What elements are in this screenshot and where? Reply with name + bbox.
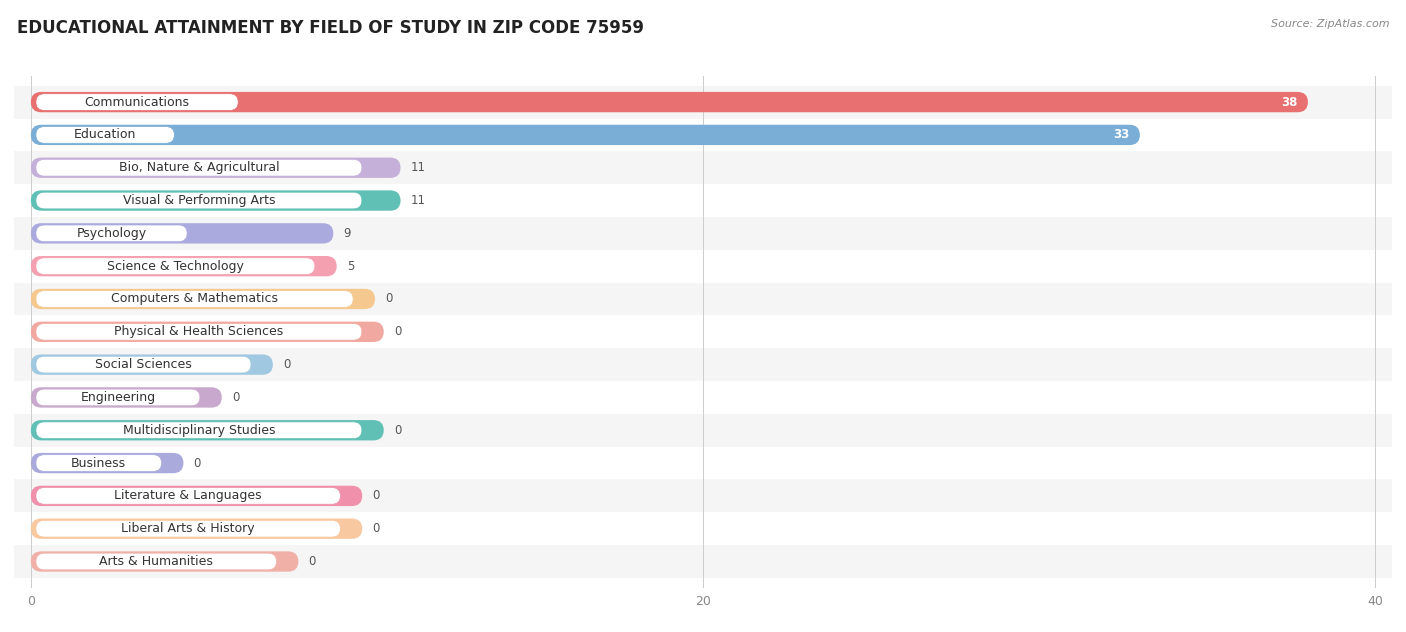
Text: 0: 0 [385, 293, 392, 305]
Text: Science & Technology: Science & Technology [107, 260, 243, 272]
Bar [0, 348, 1406, 381]
Bar [0, 447, 1406, 480]
Text: 0: 0 [308, 555, 316, 568]
Text: Communications: Communications [84, 95, 190, 109]
Text: 0: 0 [283, 358, 290, 371]
Bar [0, 217, 1406, 250]
Text: Bio, Nature & Agricultural: Bio, Nature & Agricultural [118, 161, 280, 174]
Bar [0, 545, 1406, 578]
FancyBboxPatch shape [31, 289, 375, 309]
Bar [0, 381, 1406, 414]
FancyBboxPatch shape [31, 355, 273, 375]
Text: 0: 0 [194, 456, 201, 470]
Text: 0: 0 [394, 423, 401, 437]
FancyBboxPatch shape [37, 225, 187, 241]
FancyBboxPatch shape [31, 453, 183, 473]
FancyBboxPatch shape [37, 324, 361, 340]
FancyBboxPatch shape [37, 291, 353, 307]
Text: 0: 0 [394, 325, 401, 338]
FancyBboxPatch shape [31, 256, 336, 276]
FancyBboxPatch shape [37, 422, 361, 439]
FancyBboxPatch shape [37, 192, 361, 209]
FancyBboxPatch shape [37, 454, 162, 471]
Text: Engineering: Engineering [80, 391, 156, 404]
FancyBboxPatch shape [37, 126, 174, 143]
FancyBboxPatch shape [31, 486, 363, 506]
FancyBboxPatch shape [37, 487, 340, 504]
FancyBboxPatch shape [37, 520, 340, 537]
Bar [0, 315, 1406, 348]
Text: 5: 5 [347, 260, 354, 272]
Text: Business: Business [72, 456, 127, 470]
FancyBboxPatch shape [37, 356, 252, 373]
Bar [0, 513, 1406, 545]
Text: Visual & Performing Arts: Visual & Performing Arts [122, 194, 276, 207]
FancyBboxPatch shape [37, 94, 238, 111]
FancyBboxPatch shape [31, 190, 401, 210]
Text: Liberal Arts & History: Liberal Arts & History [121, 522, 254, 535]
Text: 0: 0 [373, 489, 380, 502]
Text: Physical & Health Sciences: Physical & Health Sciences [114, 325, 284, 338]
FancyBboxPatch shape [37, 258, 315, 274]
Text: Source: ZipAtlas.com: Source: ZipAtlas.com [1271, 19, 1389, 29]
Bar [0, 414, 1406, 447]
Text: EDUCATIONAL ATTAINMENT BY FIELD OF STUDY IN ZIP CODE 75959: EDUCATIONAL ATTAINMENT BY FIELD OF STUDY… [17, 19, 644, 37]
FancyBboxPatch shape [31, 92, 1308, 112]
Bar [0, 184, 1406, 217]
Text: Computers & Mathematics: Computers & Mathematics [111, 293, 278, 305]
FancyBboxPatch shape [31, 223, 333, 243]
Text: 0: 0 [373, 522, 380, 535]
Text: Social Sciences: Social Sciences [96, 358, 191, 371]
Text: Education: Education [75, 128, 136, 142]
FancyBboxPatch shape [31, 551, 298, 572]
Bar [0, 283, 1406, 315]
Text: 33: 33 [1114, 128, 1130, 142]
FancyBboxPatch shape [31, 420, 384, 441]
Text: 0: 0 [232, 391, 239, 404]
Text: 11: 11 [411, 194, 426, 207]
FancyBboxPatch shape [37, 553, 277, 570]
Text: 38: 38 [1281, 95, 1298, 109]
Text: Arts & Humanities: Arts & Humanities [100, 555, 214, 568]
FancyBboxPatch shape [37, 159, 361, 176]
Bar [0, 480, 1406, 513]
Bar [0, 250, 1406, 283]
Text: Literature & Languages: Literature & Languages [114, 489, 262, 502]
FancyBboxPatch shape [31, 157, 401, 178]
Bar [0, 86, 1406, 119]
FancyBboxPatch shape [31, 387, 222, 408]
Text: 11: 11 [411, 161, 426, 174]
Text: 9: 9 [343, 227, 352, 240]
FancyBboxPatch shape [31, 518, 363, 539]
FancyBboxPatch shape [31, 322, 384, 342]
FancyBboxPatch shape [37, 389, 200, 406]
Text: Multidisciplinary Studies: Multidisciplinary Studies [122, 423, 276, 437]
Bar [0, 119, 1406, 151]
FancyBboxPatch shape [31, 125, 1140, 145]
Bar [0, 151, 1406, 184]
Text: Psychology: Psychology [76, 227, 146, 240]
